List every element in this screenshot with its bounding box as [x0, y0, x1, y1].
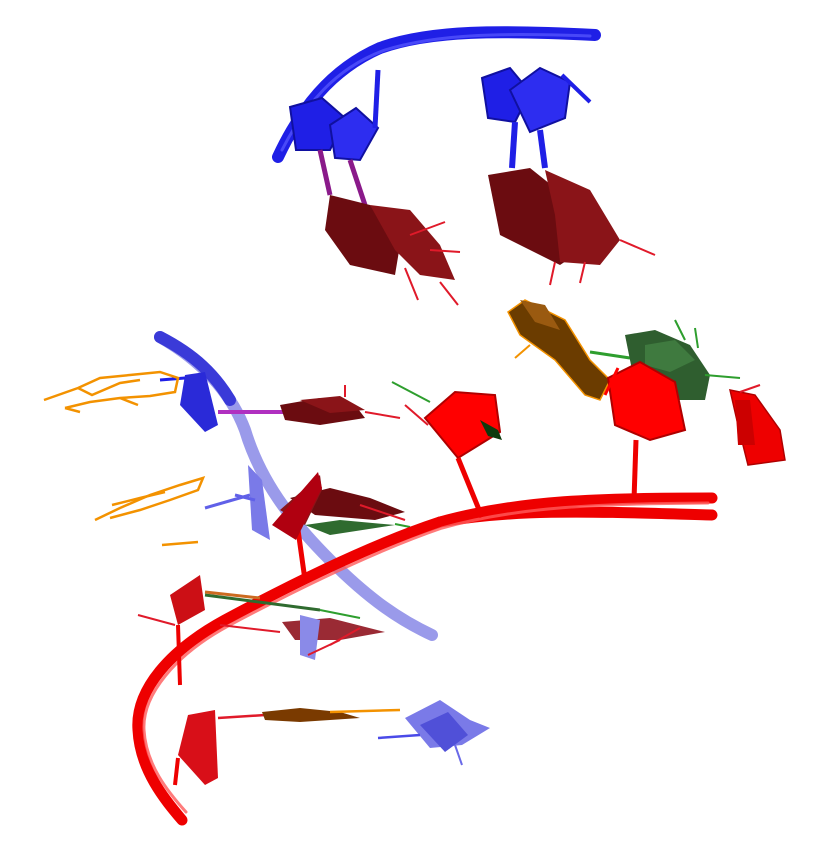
left-blue-strand	[154, 331, 438, 641]
top-blue-strand	[272, 26, 601, 206]
red-backbone	[132, 492, 718, 826]
center-sugar-ring	[423, 390, 502, 460]
orange-wire-bases	[43, 370, 206, 547]
red-ribbon-arrow	[272, 472, 322, 540]
top-dark-red-bases	[325, 168, 656, 306]
red-strand	[132, 381, 718, 826]
right-upper-cluster	[507, 299, 786, 466]
right-sugar-ring	[606, 360, 687, 442]
